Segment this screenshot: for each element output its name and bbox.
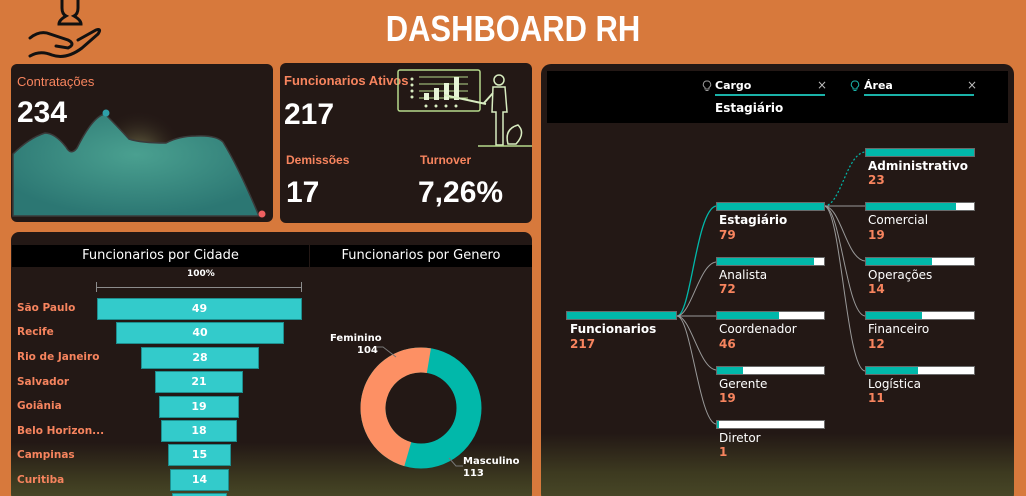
tree-node-value: 23 [868, 173, 885, 187]
funcionarios-ativos-label: Funcionarios Ativos [284, 73, 409, 88]
tree-node-value: 79 [719, 228, 736, 242]
contratacoes-value: 234 [17, 96, 68, 129]
funnel-bar[interactable]: 18 [161, 420, 237, 442]
tree-node-bar-analista[interactable] [716, 257, 825, 266]
funnel-axis-tick [301, 282, 302, 292]
funnel-axis-tick [96, 282, 97, 292]
demissoes-label: Demissões [286, 153, 350, 167]
tree-node-value: 1 [719, 445, 728, 459]
funnel-axis-line [97, 287, 301, 288]
tree-node-value: 12 [868, 337, 885, 351]
funnel-bar[interactable]: 19 [159, 396, 239, 418]
tree-node-value: 46 [719, 337, 736, 351]
tree-node-label: Financeiro [868, 322, 930, 336]
funnel-bar[interactable]: 49 [97, 298, 302, 320]
turnover-label: Turnover [420, 153, 472, 167]
tree-node-bar-administrativo[interactable] [865, 148, 975, 157]
cargo-filter-label[interactable]: Cargo [715, 79, 752, 92]
gender-donut-chart[interactable] [351, 343, 491, 473]
city-label: Campinas [17, 449, 75, 461]
contratacoes-card[interactable]: Contratações 234 [11, 64, 273, 222]
decomposition-tree-card: Cargo × Estagiário Área × Funcio [541, 64, 1014, 496]
presentation-chart-icon [397, 69, 532, 147]
feminino-label: Feminino [330, 333, 382, 344]
tree-node-bar-operacoes[interactable] [865, 257, 975, 266]
city-label: Recife [17, 326, 54, 338]
masculino-value: 113 [463, 468, 484, 479]
tree-node-value: 19 [868, 228, 885, 242]
tree-node-label: Estagiário [719, 213, 788, 227]
tree-node-bar-logistica[interactable] [865, 366, 975, 375]
area-filter-label[interactable]: Área [864, 79, 893, 92]
kpi-panel: Funcionarios Ativos 217 Demissões 17 Tur… [280, 63, 532, 223]
funnel-bar[interactable]: 21 [155, 371, 243, 393]
lightbulb-icon[interactable] [702, 80, 712, 92]
funcionarios-ativos-value: 217 [284, 98, 335, 131]
close-icon[interactable]: × [817, 78, 828, 92]
tree-node-label: Analista [719, 268, 768, 282]
tree-node-value: 19 [719, 391, 736, 405]
tree-node-value: 217 [570, 337, 596, 351]
tree-node-label: Diretor [719, 431, 761, 445]
funnel-bar[interactable]: 14 [170, 469, 229, 491]
tree-node-label: Coordenador [719, 322, 797, 336]
tree-node-label: Operações [868, 268, 933, 282]
tree-node-bar-coordenador[interactable] [716, 311, 825, 320]
tree-node-label: Gerente [719, 377, 768, 391]
turnover-value: 7,26% [418, 176, 504, 209]
funnel-bar[interactable]: 28 [141, 347, 259, 369]
charts-panel: Funcionarios por Cidade Funcionarios por… [11, 232, 532, 496]
tree-node-label: Administrativo [868, 159, 968, 173]
city-label: Belo Horizon... [17, 425, 105, 437]
city-label: Salvador [17, 376, 70, 388]
masculino-label: Masculino [463, 456, 520, 467]
feminino-value: 104 [357, 345, 378, 356]
cargo-filter-selected[interactable]: Estagiário [715, 101, 784, 115]
cidade-chart-title: Funcionarios por Cidade [12, 245, 309, 267]
tree-node-value: 11 [868, 391, 885, 405]
tree-node-bar-estagiario[interactable] [716, 202, 825, 211]
tree-node-bar-financeiro[interactable] [865, 311, 975, 320]
cargo-filter-underline [715, 94, 825, 96]
tree-connectors [676, 151, 866, 425]
tree-node-value: 72 [719, 282, 736, 296]
funnel-bar[interactable]: 40 [116, 322, 284, 344]
lightbulb-icon[interactable] [850, 80, 860, 92]
funnel-bar[interactable] [172, 493, 227, 496]
area-filter-underline [864, 94, 974, 96]
tree-node-bar-comercial[interactable] [865, 202, 975, 211]
tree-node-bar-diretor[interactable] [716, 420, 825, 429]
contratacoes-label: Contratações [17, 74, 95, 89]
genero-chart-title: Funcionarios por Genero [310, 245, 532, 267]
hand-holding-person-icon [28, 0, 102, 58]
tree-node-bar-gerente[interactable] [716, 366, 825, 375]
tree-header: Cargo × Estagiário Área × [547, 71, 1008, 123]
contratacoes-area-chart[interactable] [11, 64, 273, 222]
funnel-axis-label: 100% [187, 269, 215, 279]
city-label: São Paulo [17, 302, 76, 314]
page-title: DASHBOARD RH [385, 8, 641, 49]
tree-node-bar-root[interactable] [566, 311, 677, 320]
city-label: Rio de Janeiro [17, 351, 100, 363]
city-label: Goiânia [17, 400, 62, 412]
tree-node-label: Funcionarios [570, 322, 657, 336]
close-icon[interactable]: × [967, 78, 978, 92]
city-label: Curitiba [17, 474, 65, 486]
tree-node-label: Logística [868, 377, 922, 391]
tree-node-value: 14 [868, 282, 885, 296]
funnel-bar[interactable]: 15 [168, 444, 231, 466]
demissoes-value: 17 [286, 176, 320, 209]
tree-node-label: Comercial [868, 213, 929, 227]
